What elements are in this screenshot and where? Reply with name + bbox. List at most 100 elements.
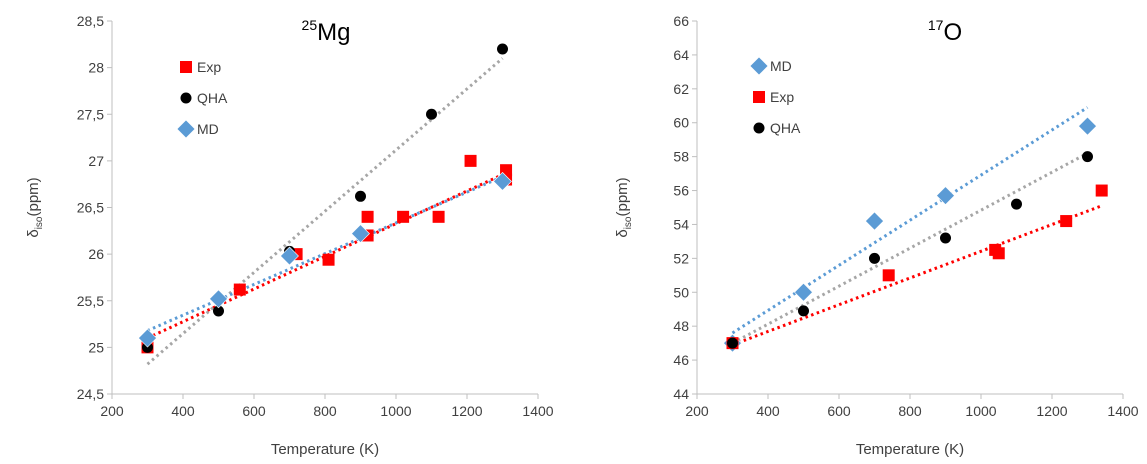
y-tick-label: 25 bbox=[88, 339, 104, 355]
data-point-md bbox=[209, 289, 228, 309]
data-point-md bbox=[138, 328, 157, 348]
y-tick-label: 54 bbox=[673, 216, 689, 232]
chart-title-superscript: 17 bbox=[928, 17, 944, 33]
trendline-qha bbox=[146, 57, 504, 366]
legend-label-md: MD bbox=[197, 121, 219, 137]
x-tick-label: 400 bbox=[756, 403, 780, 419]
data-point-qha bbox=[355, 190, 366, 202]
legend-label-qha: QHA bbox=[770, 120, 801, 136]
y-tick-label: 56 bbox=[673, 183, 689, 199]
data-point-md bbox=[1078, 116, 1097, 136]
y-axis-label-subscript: iso bbox=[34, 216, 45, 229]
data-point-qha bbox=[426, 108, 437, 120]
x-tick-label: 1400 bbox=[522, 403, 553, 419]
y-tick-label: 26,5 bbox=[77, 200, 104, 216]
y-tick-label: 62 bbox=[673, 81, 689, 97]
x-tick-label: 800 bbox=[313, 403, 337, 419]
legend-marker-md bbox=[749, 56, 769, 76]
data-point-exp bbox=[322, 253, 335, 266]
x-tick-label: 400 bbox=[171, 403, 195, 419]
y-tick-label: 27 bbox=[88, 153, 104, 169]
x-tick-label: 200 bbox=[685, 403, 709, 419]
trendline-qha bbox=[731, 151, 1089, 345]
data-point-qha bbox=[497, 43, 508, 55]
y-tick-label: 24,5 bbox=[77, 386, 104, 402]
data-point-md bbox=[493, 171, 512, 191]
y-axis-label-symbol: δ bbox=[25, 229, 42, 237]
y-tick-label: 44 bbox=[673, 386, 689, 402]
data-point-qha bbox=[940, 232, 951, 244]
trendline-md bbox=[731, 106, 1089, 335]
data-point-md bbox=[936, 186, 955, 206]
x-tick-label: 600 bbox=[827, 403, 851, 419]
y-tick-label: 64 bbox=[673, 47, 689, 63]
y-tick-label: 25,5 bbox=[77, 293, 104, 309]
chart-title: 17O bbox=[928, 17, 962, 46]
x-axis-label: Temperature (K) bbox=[271, 441, 379, 458]
data-point-md bbox=[865, 211, 884, 231]
y-tick-label: 58 bbox=[673, 149, 689, 165]
legend-label-exp: Exp bbox=[770, 89, 794, 105]
trendline-exp bbox=[731, 204, 1103, 347]
y-axis-label-unit: (ppm) bbox=[614, 177, 631, 216]
x-axis-label: Temperature (K) bbox=[856, 441, 964, 458]
x-tick-label: 1400 bbox=[1107, 403, 1138, 419]
x-tick-label: 1200 bbox=[451, 403, 482, 419]
data-point-exp bbox=[432, 210, 445, 223]
data-point-exp bbox=[992, 247, 1005, 260]
y-tick-label: 26 bbox=[88, 246, 104, 262]
chart-o17: 44 46 48 50 52 54 56 58 60 62 64 66 200 400 600 800 1000… bbox=[614, 13, 1139, 458]
y-tick-label: 27,5 bbox=[77, 106, 104, 122]
data-point-qha bbox=[1082, 151, 1093, 163]
y-tick-label: 50 bbox=[673, 284, 689, 300]
data-point-md bbox=[280, 246, 299, 266]
y-axis-label: δiso(ppm) bbox=[614, 177, 634, 237]
x-tick-label: 1000 bbox=[380, 403, 411, 419]
legend-label-qha: QHA bbox=[197, 90, 228, 106]
x-tick-label: 800 bbox=[898, 403, 922, 419]
y-tick-label: 28 bbox=[88, 60, 104, 76]
legend-label-md: MD bbox=[770, 58, 792, 74]
legend-marker-md bbox=[176, 119, 196, 139]
legend-label-exp: Exp bbox=[197, 59, 221, 75]
legend-marker-qha bbox=[180, 92, 192, 104]
y-tick-label: 46 bbox=[673, 352, 689, 368]
chart-title-element: Mg bbox=[317, 19, 350, 46]
y-axis-label-subscript: iso bbox=[623, 216, 634, 229]
y-tick-label: 60 bbox=[673, 115, 689, 131]
chart-title-superscript: 25 bbox=[302, 17, 318, 33]
legend-marker-exp bbox=[753, 91, 765, 103]
y-tick-label: 48 bbox=[673, 318, 689, 334]
data-point-qha bbox=[869, 252, 880, 264]
trendline-md bbox=[146, 175, 504, 332]
x-tick-label: 200 bbox=[100, 403, 124, 419]
x-tick-label: 1200 bbox=[1036, 403, 1067, 419]
y-tick-label: 52 bbox=[673, 250, 689, 266]
legend-marker-exp bbox=[180, 61, 192, 73]
y-axis-label-symbol: δ bbox=[614, 229, 631, 237]
data-point-exp bbox=[361, 210, 374, 223]
data-point-exp bbox=[1060, 215, 1073, 228]
data-point-qha bbox=[1011, 198, 1022, 210]
data-point-exp bbox=[1095, 184, 1108, 197]
data-point-exp bbox=[882, 269, 895, 282]
data-point-exp bbox=[397, 210, 410, 223]
data-point-md bbox=[351, 224, 370, 244]
x-tick-label: 1000 bbox=[965, 403, 996, 419]
y-axis-label-unit: (ppm) bbox=[25, 177, 42, 216]
chart-title-element: O bbox=[943, 19, 962, 46]
y-axis-label: δiso(ppm) bbox=[25, 177, 45, 237]
x-tick-label: 600 bbox=[242, 403, 266, 419]
y-tick-label: 28,5 bbox=[77, 13, 104, 29]
legend-marker-qha bbox=[753, 122, 765, 134]
data-point-md bbox=[794, 282, 813, 302]
data-point-exp bbox=[464, 154, 477, 167]
data-point-qha bbox=[213, 305, 224, 317]
y-tick-label: 66 bbox=[673, 13, 689, 29]
data-point-qha bbox=[798, 305, 809, 317]
data-point-exp bbox=[233, 283, 246, 296]
chart-title: 25Mg bbox=[302, 17, 351, 46]
data-point-qha bbox=[727, 337, 738, 349]
chart-mg25: 24,5 25 25,5 26 26,5 27 27,5 28 28,5 200 400 600 800… bbox=[25, 13, 554, 458]
